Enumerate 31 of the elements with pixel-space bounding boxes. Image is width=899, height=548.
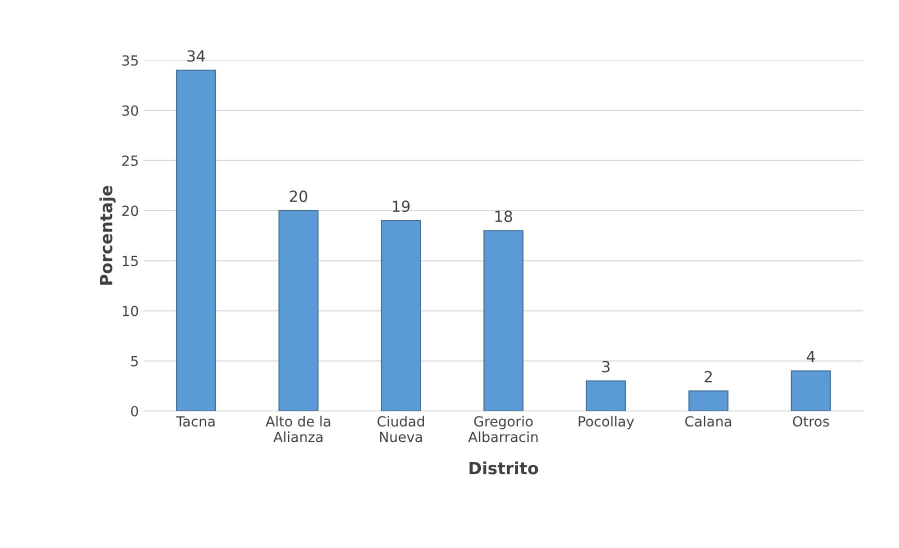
x-axis-title: Distrito xyxy=(470,462,538,474)
data-label: 34 xyxy=(187,50,205,62)
data-label: 19 xyxy=(392,200,410,212)
y-axis-title: Porcentaje xyxy=(99,186,116,285)
y-tick-label: 0 xyxy=(131,406,138,416)
bar xyxy=(688,390,728,411)
x-tick-label: Alto de la Alianza xyxy=(266,416,330,442)
bar xyxy=(483,230,524,411)
y-tick-label: 30 xyxy=(122,105,138,116)
x-tick-label: Tacna xyxy=(176,416,215,427)
y-tick-label: 20 xyxy=(122,206,138,216)
y-tick-label: 35 xyxy=(122,55,138,66)
y-tick-label: 15 xyxy=(122,256,138,266)
data-label: 18 xyxy=(495,210,512,222)
bar xyxy=(586,380,626,411)
bar xyxy=(380,220,421,411)
x-tick-label: Ciudad Nueva xyxy=(377,416,424,442)
y-tick-label: 10 xyxy=(122,306,138,316)
x-tick-label: Otros xyxy=(792,416,829,427)
y-tick-label: 5 xyxy=(131,356,138,366)
bar xyxy=(176,70,216,411)
bar xyxy=(278,210,319,411)
data-label: 4 xyxy=(806,351,815,362)
data-label: 3 xyxy=(602,360,610,372)
bar xyxy=(790,370,831,411)
data-label: 20 xyxy=(290,190,308,202)
x-tick-label: Pocollay xyxy=(578,416,634,430)
x-tick-label: Gregorio Albarracin xyxy=(468,416,538,442)
x-tick-label: Calana xyxy=(685,416,732,427)
y-tick-label: 25 xyxy=(122,155,138,166)
data-label: 2 xyxy=(704,370,712,382)
